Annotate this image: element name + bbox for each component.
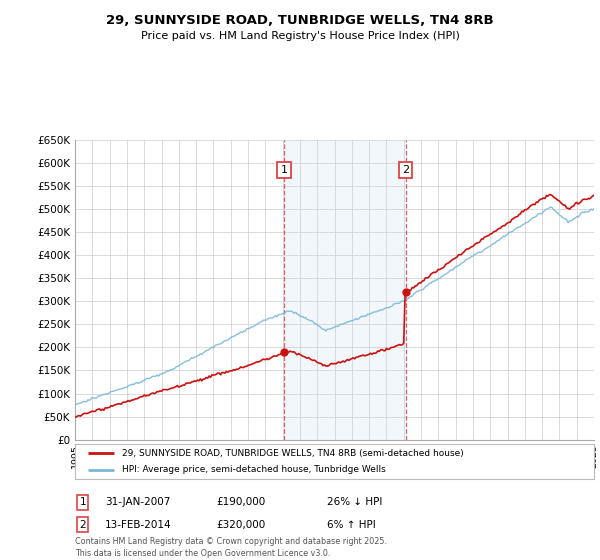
Text: £320,000: £320,000 <box>216 520 265 530</box>
Text: HPI: Average price, semi-detached house, Tunbridge Wells: HPI: Average price, semi-detached house,… <box>122 465 385 474</box>
Text: 1: 1 <box>280 165 287 175</box>
Text: Price paid vs. HM Land Registry's House Price Index (HPI): Price paid vs. HM Land Registry's House … <box>140 31 460 41</box>
Text: 13-FEB-2014: 13-FEB-2014 <box>105 520 172 530</box>
Text: 6% ↑ HPI: 6% ↑ HPI <box>327 520 376 530</box>
Text: 31-JAN-2007: 31-JAN-2007 <box>105 497 170 507</box>
Bar <box>284 140 406 440</box>
Text: 1: 1 <box>79 497 86 507</box>
Text: 26% ↓ HPI: 26% ↓ HPI <box>327 497 382 507</box>
Text: 29, SUNNYSIDE ROAD, TUNBRIDGE WELLS, TN4 8RB: 29, SUNNYSIDE ROAD, TUNBRIDGE WELLS, TN4… <box>106 14 494 27</box>
Text: Contains HM Land Registry data © Crown copyright and database right 2025.
This d: Contains HM Land Registry data © Crown c… <box>75 537 387 558</box>
Text: 29, SUNNYSIDE ROAD, TUNBRIDGE WELLS, TN4 8RB (semi-detached house): 29, SUNNYSIDE ROAD, TUNBRIDGE WELLS, TN4… <box>122 449 463 458</box>
Text: 2: 2 <box>402 165 409 175</box>
Text: £190,000: £190,000 <box>216 497 265 507</box>
Text: 2: 2 <box>79 520 86 530</box>
